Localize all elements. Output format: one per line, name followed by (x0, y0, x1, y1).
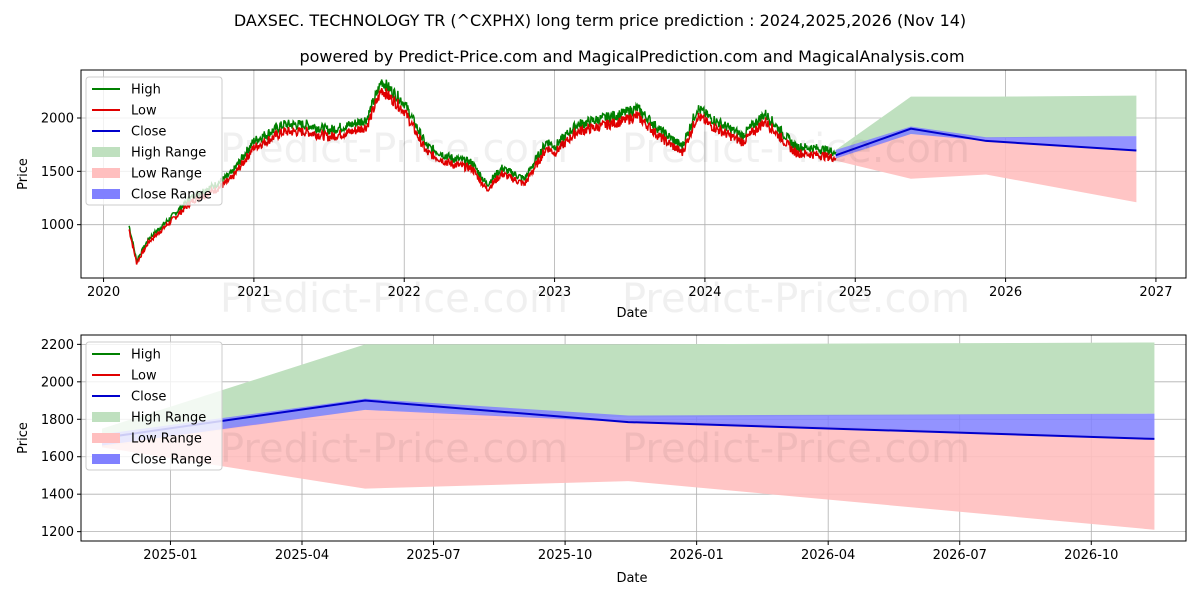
legend-swatch (92, 454, 120, 464)
x-tick-label: 2026-07 (933, 548, 987, 563)
high-history-line (128, 79, 837, 263)
y-tick-label: 1600 (41, 450, 74, 465)
chart-title: DAXSEC. TECHNOLOGY TR (^CXPHX) long term… (234, 11, 966, 30)
legend-label: Close Range (131, 188, 212, 203)
x-tick-label: 2027 (1139, 285, 1172, 300)
watermark: Predict-Price.com (220, 276, 568, 322)
y-tick-label: 1200 (41, 525, 74, 540)
x-tick-label: 2023 (538, 285, 571, 300)
y-tick-label: 1500 (41, 165, 74, 180)
y-tick-label: 1000 (41, 218, 74, 233)
y-tick-label: 2200 (41, 338, 74, 353)
legend-swatch (92, 433, 120, 443)
legend-label: Low (131, 104, 157, 119)
y-tick-label: 2000 (41, 112, 74, 127)
x-tick-label: 2026-10 (1064, 548, 1118, 563)
legend-swatch (92, 189, 120, 199)
high-range-band (835, 95, 1137, 161)
legend-label: High Range (131, 146, 206, 161)
chart-subtitle: powered by Predict-Price.com and Magical… (299, 47, 964, 66)
x-axis-label: Date (616, 571, 647, 586)
y-axis-label: Price (16, 158, 31, 190)
watermark: Predict-Price.com (220, 126, 568, 172)
close-forecast-line (101, 399, 1155, 440)
x-tick-label: 2025-07 (406, 548, 460, 563)
legend-swatch (92, 168, 120, 178)
long-term-panel: Predict-Price.com Predict-Price.com Pred… (16, 69, 1187, 322)
legend: High Low Close High Range Low Range Close Ran… (85, 341, 223, 471)
plot-frame (80, 69, 1187, 279)
high-range-band (102, 342, 1155, 448)
legend-label: Low Range (131, 432, 202, 447)
watermark: Predict-Price.com (622, 426, 970, 472)
legend: High Low Close High Range Low Range Close Ran… (85, 76, 223, 206)
x-tick-label: 2024 (688, 285, 721, 300)
x-tick-label: 2025-01 (143, 548, 197, 563)
low-range-band (102, 409, 1155, 530)
x-tick-label: 2025 (839, 285, 872, 300)
x-tick-label: 2021 (237, 285, 270, 300)
y-tick-label: 1400 (41, 488, 74, 503)
legend-label: High Range (131, 411, 206, 426)
low-range-band (835, 134, 1137, 203)
legend-label: Low Range (131, 167, 202, 182)
x-tick-label: 2020 (87, 285, 120, 300)
x-tick-label: 2026-04 (801, 548, 855, 563)
y-tick-label: 2000 (41, 375, 74, 390)
legend-label: High (131, 348, 161, 363)
legend-label: Close (131, 125, 166, 140)
close-range-band (835, 126, 1137, 159)
x-tick-label: 2026-01 (669, 548, 723, 563)
close-forecast-line (835, 127, 1137, 157)
legend-label: High (131, 83, 161, 98)
forecast-panel: Predict-Price.com Predict-Price.com 2025… (16, 334, 1187, 586)
legend-label: Close (131, 390, 166, 405)
x-tick-label: 2025-10 (538, 548, 592, 563)
y-tick-label: 1800 (41, 413, 74, 428)
plot-frame (80, 334, 1187, 542)
legend-swatch (92, 412, 120, 422)
x-tick-label: 2026 (989, 285, 1022, 300)
legend-label: Close Range (131, 453, 212, 468)
x-tick-label: 2022 (388, 285, 421, 300)
watermark: Predict-Price.com (220, 426, 568, 472)
low-history-line (128, 88, 837, 265)
x-axis-label: Date (616, 306, 647, 321)
watermark: Predict-Price.com (622, 126, 970, 172)
legend-swatch (92, 147, 120, 157)
watermark: Predict-Price.com (622, 276, 970, 322)
legend-label: Low (131, 369, 157, 384)
y-axis-label: Price (16, 422, 31, 454)
x-tick-label: 2025-04 (275, 548, 329, 563)
